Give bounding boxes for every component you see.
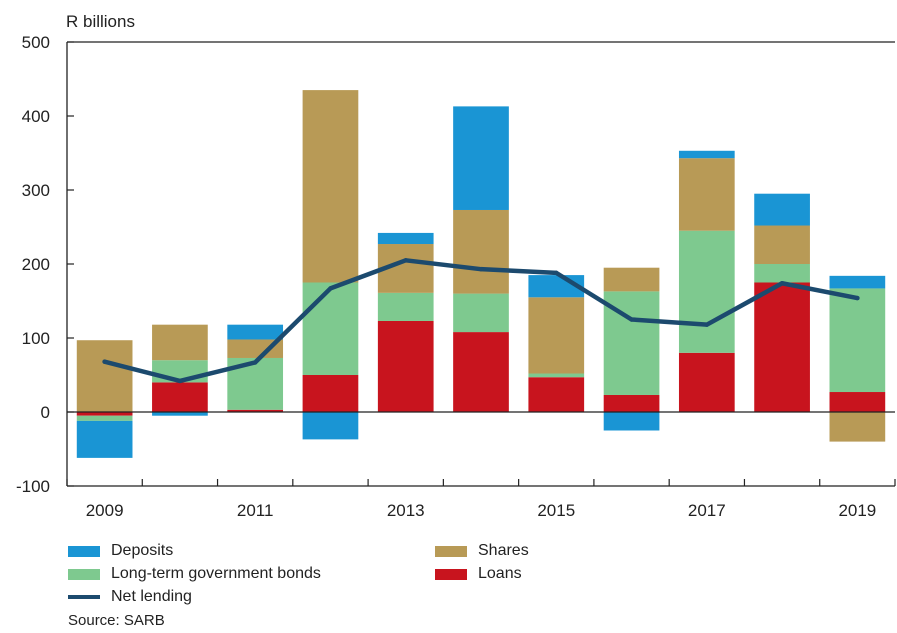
bar-long-term-government-bonds-2019 <box>829 288 886 393</box>
line-layer <box>102 258 860 384</box>
point-net-lending-2013 <box>403 258 408 263</box>
bar-loans-2019 <box>829 392 886 412</box>
y-tick-label-400: 400 <box>22 107 50 126</box>
legend-label-shares: Shares <box>478 542 529 559</box>
legend-swatch-bonds <box>68 568 100 580</box>
legend-swatch-net-lending <box>68 595 100 599</box>
legend-item-deposits: Deposits <box>68 540 173 562</box>
bar-deposits-2019 <box>829 275 886 289</box>
bar-deposits-2016 <box>603 412 660 431</box>
bar-loans-2018 <box>754 282 810 412</box>
bar-deposits-2011 <box>227 324 284 340</box>
legend-item-loans: Loans <box>435 563 522 585</box>
bar-deposits-2017 <box>678 150 735 159</box>
point-net-lending-2014 <box>478 266 484 272</box>
legend: Deposits Long-term government bonds Net … <box>68 540 688 610</box>
bar-loans-2015 <box>528 377 585 412</box>
source-note: Source: SARB <box>68 612 165 629</box>
bar-shares-2010 <box>152 324 208 361</box>
bar-loans-2011 <box>227 409 284 412</box>
legend-item-net-lending: Net lending <box>68 586 192 608</box>
legend-label-net-lending: Net lending <box>111 588 192 605</box>
bar-deposits-2013 <box>377 232 434 245</box>
legend-swatch-shares <box>435 545 467 557</box>
bar-long-term-government-bonds-2015 <box>528 373 585 378</box>
bar-shares-2018 <box>754 225 810 264</box>
bar-long-term-government-bonds-2014 <box>453 293 509 333</box>
bar-deposits-2010 <box>152 412 208 416</box>
bar-deposits-2014 <box>453 106 509 210</box>
bar-deposits-2009 <box>76 420 133 458</box>
legend-label-loans: Loans <box>478 565 522 582</box>
y-tick-label-300: 300 <box>22 181 50 200</box>
legend-label-deposits: Deposits <box>111 542 174 559</box>
bar-long-term-government-bonds-2009 <box>76 415 133 421</box>
bar-shares-2016 <box>603 267 660 292</box>
point-net-lending-2016 <box>629 317 634 322</box>
bar-deposits-2012 <box>302 412 359 440</box>
bar-loans-2012 <box>302 375 359 412</box>
bar-loans-2017 <box>678 352 735 412</box>
point-net-lending-2011 <box>252 360 258 365</box>
y-tick-label-500: 500 <box>22 33 50 52</box>
x-ticks: 2009 2011 2013 2015 2017 2019 <box>66 479 896 520</box>
y-ticks: 500 400 300 200 100 0 -100 <box>16 33 74 496</box>
legend-label-bonds: Long-term government bonds <box>111 565 321 582</box>
bar-shares-2014 <box>453 209 509 294</box>
bar-shares-2012 <box>302 90 359 283</box>
legend-item-bonds: Long-term government bonds <box>68 563 321 585</box>
point-net-lending-2015 <box>554 270 559 276</box>
point-net-lending-2009 <box>102 359 107 364</box>
point-net-lending-2012 <box>328 286 333 291</box>
bars-layer <box>76 90 886 458</box>
legend-swatch-loans <box>435 568 467 580</box>
x-tick-label-2015: 2015 <box>537 501 575 520</box>
bar-shares-2019 <box>829 412 886 442</box>
y-tick-label-200: 200 <box>22 255 50 274</box>
bar-loans-2009 <box>76 412 133 416</box>
point-net-lending-2018 <box>779 281 785 286</box>
bar-shares-2009 <box>76 340 133 412</box>
bar-long-term-government-bonds-2012 <box>302 282 359 375</box>
bar-loans-2014 <box>453 332 509 412</box>
y-tick-label-0: 0 <box>41 403 50 422</box>
bar-loans-2010 <box>152 382 208 412</box>
legend-item-shares: Shares <box>435 540 529 562</box>
bar-shares-2015 <box>528 297 585 374</box>
bar-shares-2011 <box>227 339 284 358</box>
x-tick-label-2017: 2017 <box>688 501 726 520</box>
bar-long-term-government-bonds-2018 <box>754 264 810 283</box>
bar-long-term-government-bonds-2017 <box>678 230 735 353</box>
y-tick-label-100: 100 <box>22 329 50 348</box>
bar-shares-2017 <box>678 158 735 231</box>
point-net-lending-2019 <box>855 295 860 301</box>
bar-deposits-2018 <box>754 193 810 226</box>
chart: R billions 500 400 300 200 100 0 -100 2009 2011… <box>16 12 896 520</box>
y-axis-title: R billions <box>66 12 135 31</box>
x-tick-label-2009: 2009 <box>86 501 124 520</box>
x-tick-label-2019: 2019 <box>838 501 876 520</box>
bar-long-term-government-bonds-2013 <box>377 292 434 321</box>
point-net-lending-2017 <box>704 322 710 327</box>
legend-swatch-deposits <box>68 545 100 557</box>
bar-loans-2013 <box>377 320 434 412</box>
y-tick-label--100: -100 <box>16 477 50 496</box>
x-tick-label-2013: 2013 <box>387 501 425 520</box>
x-tick-label-2011: 2011 <box>237 501 274 520</box>
point-net-lending-2010 <box>177 378 183 384</box>
bar-loans-2016 <box>603 394 660 412</box>
